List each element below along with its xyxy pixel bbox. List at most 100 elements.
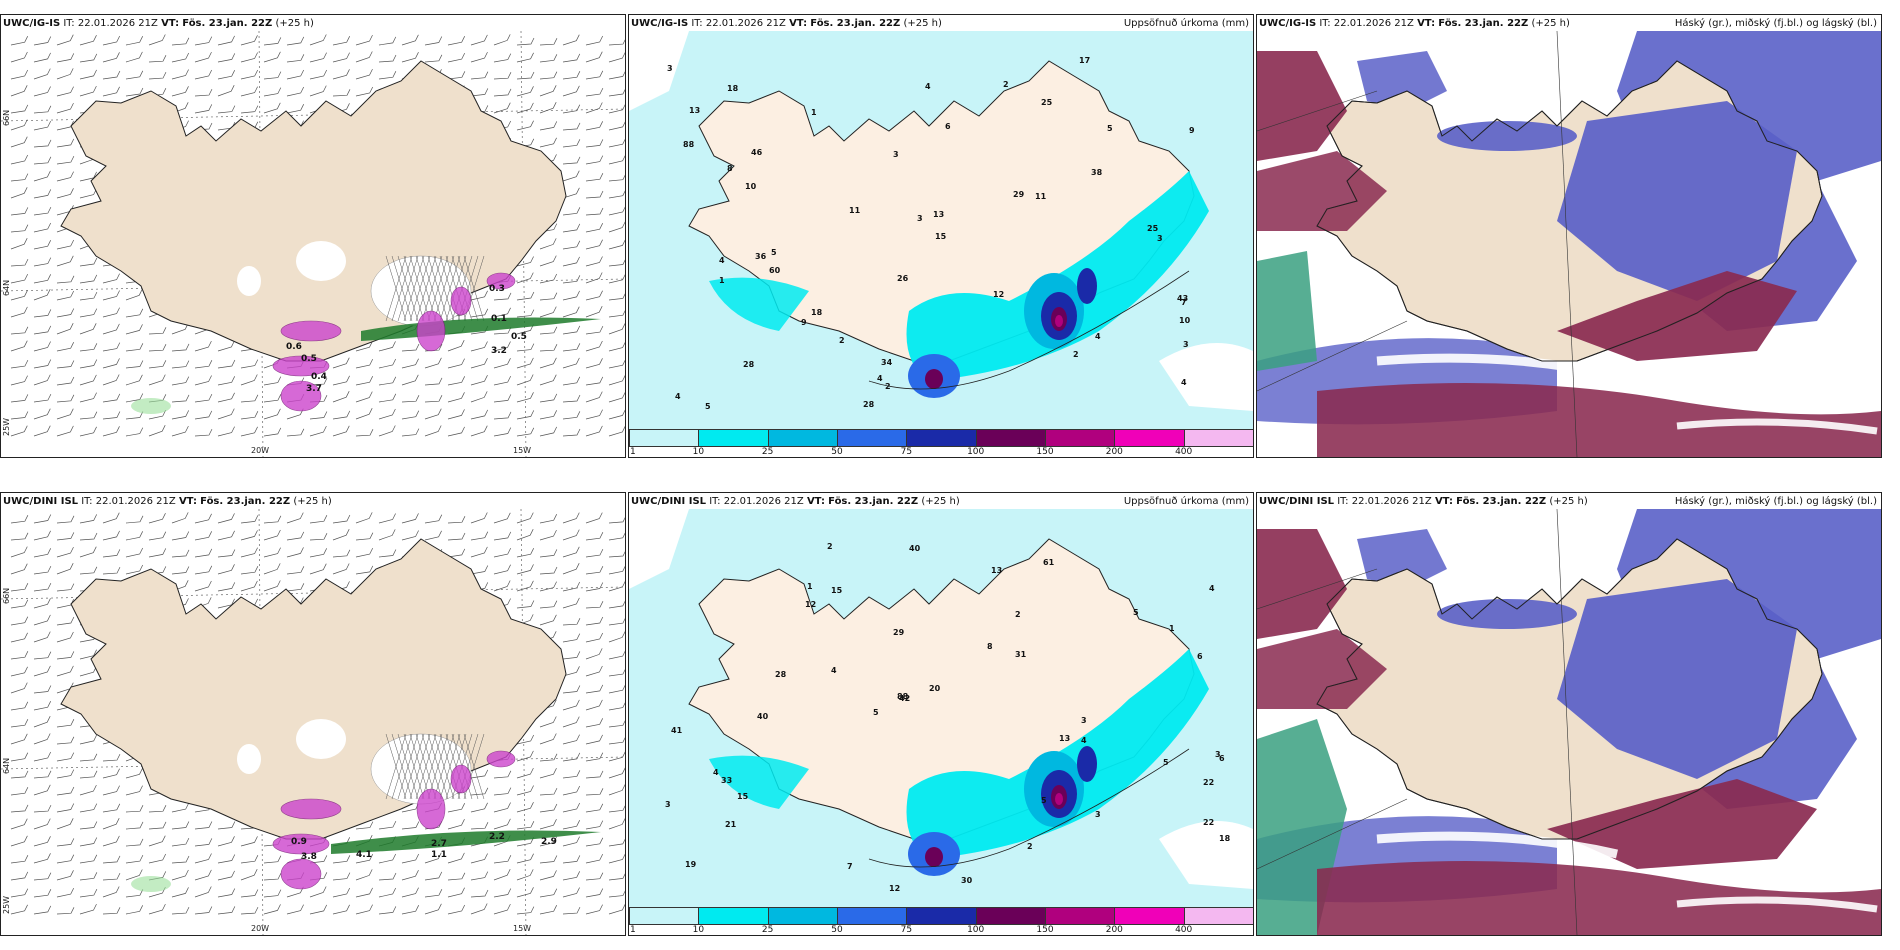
wind-barb: [56, 786, 75, 796]
precip-value-label: 1: [811, 108, 817, 117]
wind-barb: [56, 752, 75, 762]
precip-value-label: 4: [1095, 332, 1101, 341]
wind-barb: [539, 38, 558, 46]
wind-barb: [102, 86, 120, 97]
wind-barb: [608, 359, 625, 369]
wind-barb: [240, 394, 259, 403]
wind-barb: [33, 36, 52, 46]
precip-value-label: 31: [1015, 650, 1027, 659]
wind-barb: [516, 120, 534, 131]
wind-barb: [470, 546, 488, 558]
wind-barb: [194, 886, 212, 898]
wind-barb: [194, 393, 213, 403]
wind-barb: [309, 85, 327, 97]
wind-barb: [56, 408, 74, 420]
wind-barb: [608, 52, 625, 63]
precip-value-label: 3: [917, 214, 923, 223]
wind-barb: [125, 869, 143, 881]
wind-barb: [263, 427, 282, 437]
wind-barb: [470, 341, 488, 352]
cloud-mid: [1557, 101, 1797, 301]
wind-barb: [516, 512, 534, 524]
wind-barb: [33, 240, 52, 250]
wind-barb: [539, 581, 557, 592]
precip-value-label: 12: [889, 884, 900, 893]
wind-barb: [56, 360, 75, 369]
wind-barb: [10, 306, 28, 318]
wind-barb: [378, 820, 397, 830]
wind-barb: [56, 102, 74, 114]
wind-barb: [102, 530, 120, 541]
wind-barb: [125, 515, 144, 524]
wind-barb: [79, 666, 97, 677]
wind-barb: [585, 51, 603, 63]
wind-barb: [562, 597, 580, 609]
wind-barb: [539, 306, 557, 318]
wind-barb: [171, 887, 189, 898]
wind-barb: [79, 343, 98, 352]
wind-barb: [217, 564, 235, 575]
wind-barb: [263, 408, 281, 420]
wind-barb: [56, 120, 74, 131]
precip-value-label: 4: [831, 666, 837, 675]
precip-value-label: 33: [721, 776, 732, 785]
snow-area: [237, 266, 261, 296]
wind-barb: [493, 869, 511, 881]
wind-barb: [194, 36, 213, 46]
graticule-lon-15: [520, 509, 527, 935]
precip-zone-100: [925, 369, 943, 389]
wind-barb: [56, 583, 75, 592]
legend-threshold-label: 200: [1105, 447, 1123, 457]
precip-cell-magenta: [280, 320, 342, 342]
wind-map: 0.5 0.1 3.2 0.3 0.6 0.5 0.4 3.7 20W 15W 66N 64N 25W: [1, 31, 625, 457]
wind-barb: [56, 188, 74, 199]
wind-barb: [309, 548, 328, 558]
precip-value-label: 13: [991, 566, 1002, 575]
legend-threshold-label: 50: [831, 925, 843, 935]
wind-barb: [102, 566, 121, 575]
wind-barb: [424, 395, 443, 403]
wind-barb: [10, 770, 29, 779]
wind-barb: [79, 392, 97, 403]
wind-barb: [33, 274, 52, 284]
wind-barb: [240, 359, 259, 369]
wind-barb: [585, 87, 604, 97]
cloud-low: [1257, 251, 1317, 371]
wind-barb: [171, 343, 190, 352]
precip-value-label: 60: [769, 266, 781, 275]
wind-barb: [562, 512, 580, 524]
precip-value-label: 2: [1027, 842, 1033, 851]
wind-barb: [79, 803, 98, 813]
wind-barb: [240, 530, 258, 541]
wind-barb: [171, 566, 190, 575]
wind-barb: [378, 887, 397, 898]
wind-barb: [355, 34, 373, 46]
wind-barb: [562, 685, 581, 694]
wind-barb: [263, 889, 282, 898]
wind-barb: [79, 85, 97, 97]
precip-value-label: 11: [1035, 192, 1047, 201]
wind-barb: [102, 768, 120, 779]
wind-barb: [332, 887, 351, 898]
wind-barb: [102, 374, 120, 386]
legend-swatch: [767, 907, 838, 925]
wind-barb: [585, 582, 604, 592]
wind-barb: [493, 427, 512, 437]
wind-barb: [585, 425, 603, 437]
precip-value-label: 18: [811, 308, 823, 317]
wind-barb: [125, 805, 144, 813]
precip-value-label: 12: [993, 290, 1004, 299]
wind-barb: [539, 819, 557, 830]
wind-value-label: 0.6: [286, 342, 302, 352]
wind-barb: [585, 340, 603, 352]
legend-threshold-label: 400: [1175, 925, 1193, 935]
graticule-line: [1257, 798, 1408, 870]
graticule-lat-64: [1, 278, 625, 292]
wind-barb: [125, 564, 144, 575]
wind-barb: [470, 853, 488, 864]
wind-barb: [286, 583, 305, 592]
precip-value-label: 20: [929, 684, 941, 693]
wind-barb: [562, 411, 581, 420]
precip-value-label: 17: [1079, 56, 1090, 65]
precip-value-label: 2: [839, 336, 845, 345]
